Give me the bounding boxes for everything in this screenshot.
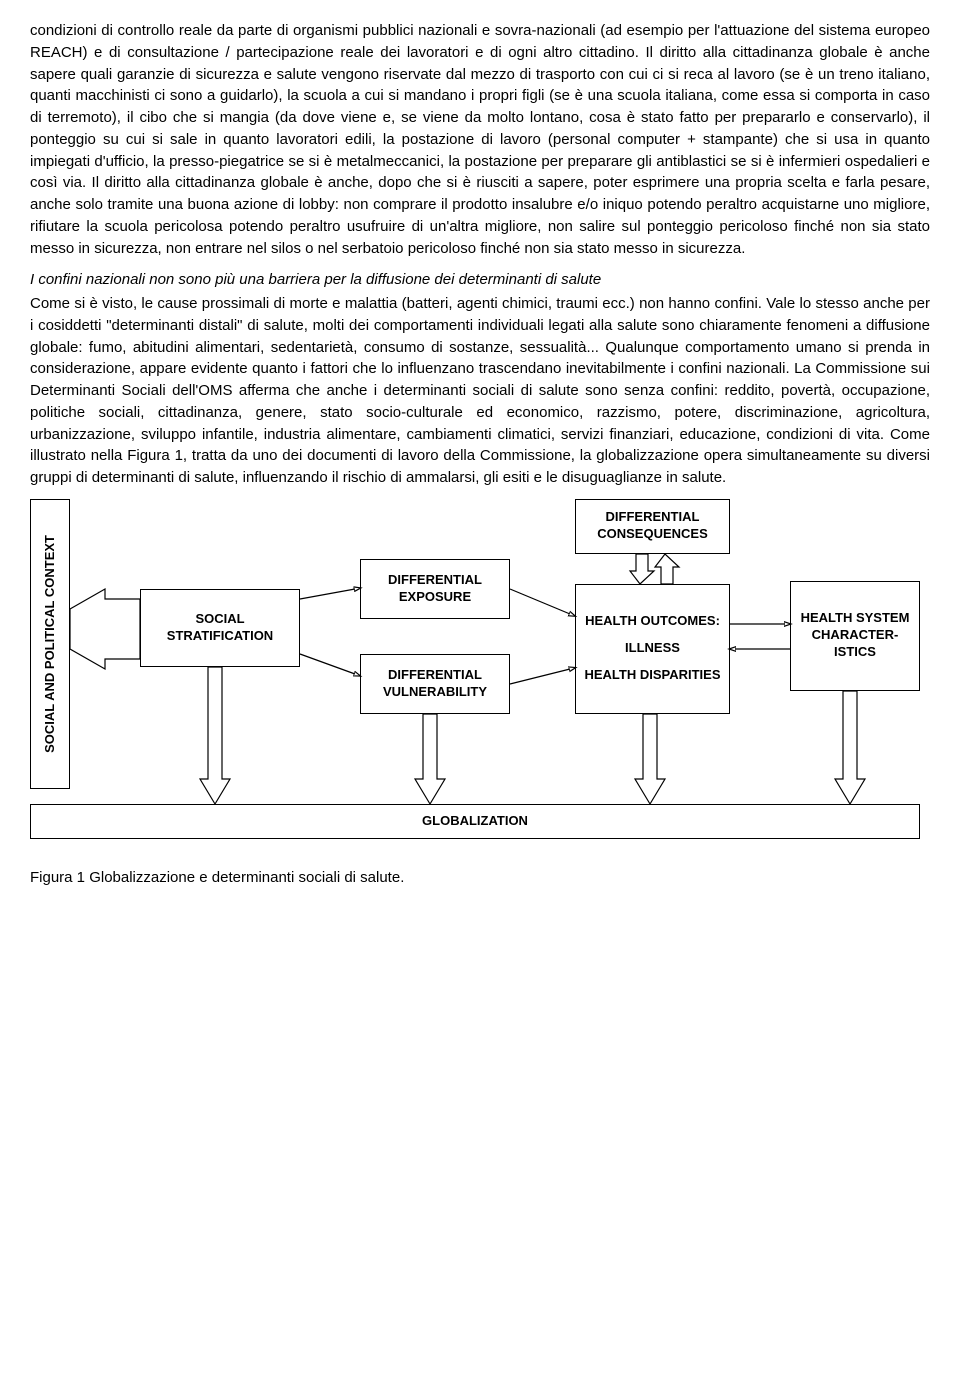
body-paragraph-2: Come si è visto, le cause prossimali di … <box>30 293 930 489</box>
body-paragraph-1: condizioni di controllo reale da parte d… <box>30 20 930 259</box>
figure-caption: Figura 1 Globalizzazione e determinanti … <box>30 869 930 886</box>
flowchart-diagram: SOCIAL AND POLITICAL CONTEXT SOCIAL STRA… <box>30 499 930 859</box>
diagram-arrows <box>30 499 930 859</box>
section-heading: I confini nazionali non sono più una bar… <box>30 269 930 291</box>
